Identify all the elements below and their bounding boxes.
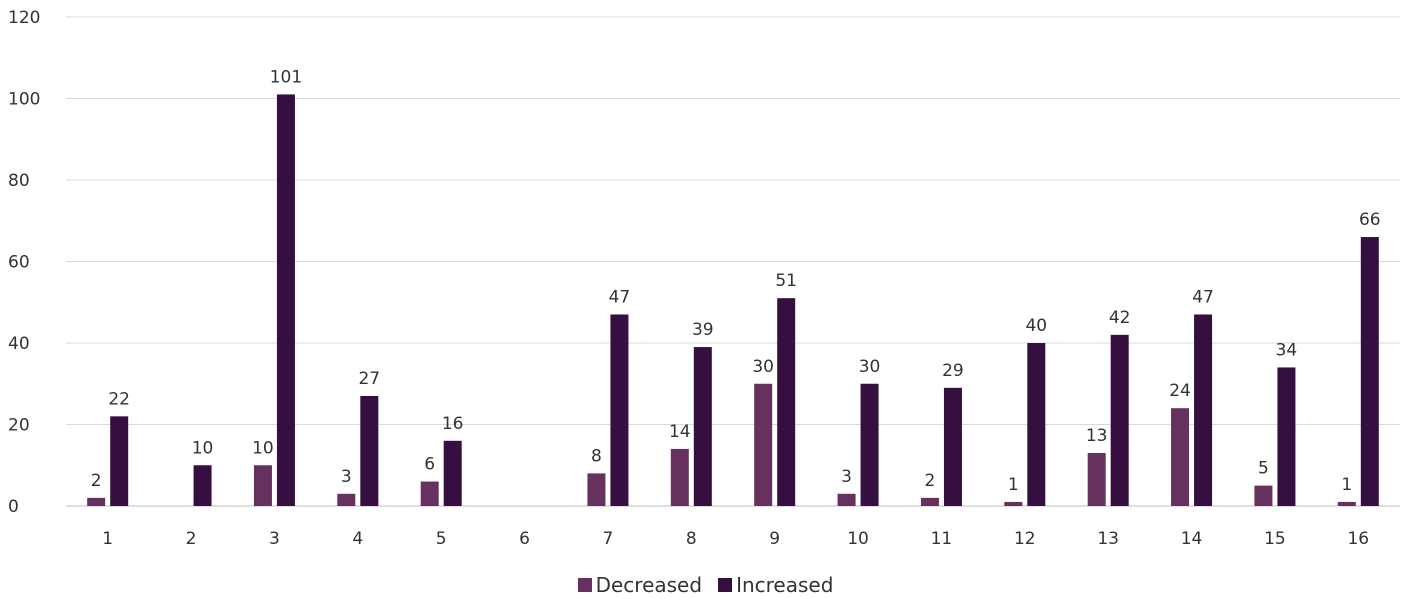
bar-increased [777,298,796,506]
x-tick-label: 9 [769,529,780,549]
bar-decreased [1004,501,1023,506]
data-label-increased: 29 [942,361,964,381]
data-label-increased: 42 [1109,308,1131,328]
data-label-increased: 66 [1359,210,1381,230]
legend-label-increased: Increased [736,573,834,597]
bar-decreased [1254,485,1273,506]
data-label-decreased: 8 [591,446,602,466]
x-tick-label: 8 [686,529,697,549]
x-tick-label: 16 [1347,529,1369,549]
data-label-decreased: 30 [752,357,774,377]
bar-decreased [420,481,439,506]
bar-decreased [1087,453,1106,506]
bar-increased [943,387,962,506]
y-tick-label: 40 [8,334,30,354]
data-label-increased: 10 [192,438,214,458]
x-tick-label: 3 [269,529,280,549]
bar-decreased [670,448,689,506]
bar-decreased [754,383,773,506]
data-label-decreased: 1 [1341,475,1352,495]
bar-increased [1027,343,1046,506]
bar-decreased [87,497,106,506]
x-tick-label: 11 [931,529,953,549]
bar-decreased [837,493,856,506]
y-tick-label: 100 [8,90,40,110]
legend-swatch-increased [718,578,733,592]
data-label-increased: 51 [775,271,797,291]
bar-increased [860,383,879,506]
data-label-increased: 47 [1192,287,1214,307]
bar-increased [1110,334,1129,506]
x-tick-label: 7 [603,529,614,549]
data-label-decreased: 3 [841,467,852,487]
data-label-decreased: 3 [341,467,352,487]
bar-increased [693,347,712,506]
data-label-increased: 34 [1276,340,1298,360]
data-label-increased: 39 [692,320,714,340]
bar-increased [1277,367,1296,506]
x-tick-label: 13 [1097,529,1119,549]
y-tick-label: 120 [8,8,40,28]
data-label-decreased: 14 [669,422,691,442]
bar-increased [276,94,295,507]
bar-decreased [1337,501,1356,506]
bar-increased [193,465,212,506]
bar-decreased [253,465,272,506]
bar-decreased [1171,408,1190,506]
data-label-increased: 16 [442,414,464,434]
x-tick-label: 15 [1264,529,1286,549]
data-label-decreased: 6 [424,455,435,475]
x-tick-label: 6 [519,529,530,549]
bar-increased [610,314,629,506]
x-tick-label: 1 [102,529,113,549]
legend-item-increased: Increased [718,573,833,597]
bar-increased [443,440,462,506]
legend-swatch-decreased [577,578,592,592]
x-tick-label: 14 [1181,529,1203,549]
data-label-decreased: 2 [925,471,936,491]
y-tick-label: 0 [8,497,19,517]
bar-decreased [920,497,939,506]
data-label-increased: 47 [609,287,631,307]
data-label-decreased: 13 [1086,426,1108,446]
x-tick-label: 5 [436,529,447,549]
bar-decreased [337,493,356,506]
x-tick-label: 10 [847,529,869,549]
data-label-increased: 22 [108,389,130,409]
y-tick-label: 80 [8,171,30,191]
bar-increased [360,395,379,506]
bar-decreased [587,473,606,506]
legend-label-decreased: Decreased [595,573,703,597]
y-tick-label: 20 [8,416,30,436]
data-label-increased: 40 [1025,316,1047,336]
bar-increased [1360,237,1379,507]
legend: Decreased Increased [0,573,1411,597]
data-label-increased: 27 [358,369,380,389]
data-label-decreased: 10 [252,438,274,458]
bar-increased [1194,314,1213,506]
bar-increased [110,416,129,506]
x-tick-label: 4 [352,529,363,549]
legend-item-decreased: Decreased [577,573,703,597]
data-label-decreased: 2 [91,471,102,491]
data-label-decreased: 5 [1258,459,1269,479]
x-tick-label: 2 [186,529,197,549]
data-label-increased: 30 [859,357,881,377]
data-label-decreased: 24 [1169,381,1191,401]
y-tick-label: 60 [8,253,30,273]
data-label-decreased: 1 [1008,475,1019,495]
data-label-increased: 101 [270,67,302,87]
x-tick-label: 12 [1014,529,1036,549]
